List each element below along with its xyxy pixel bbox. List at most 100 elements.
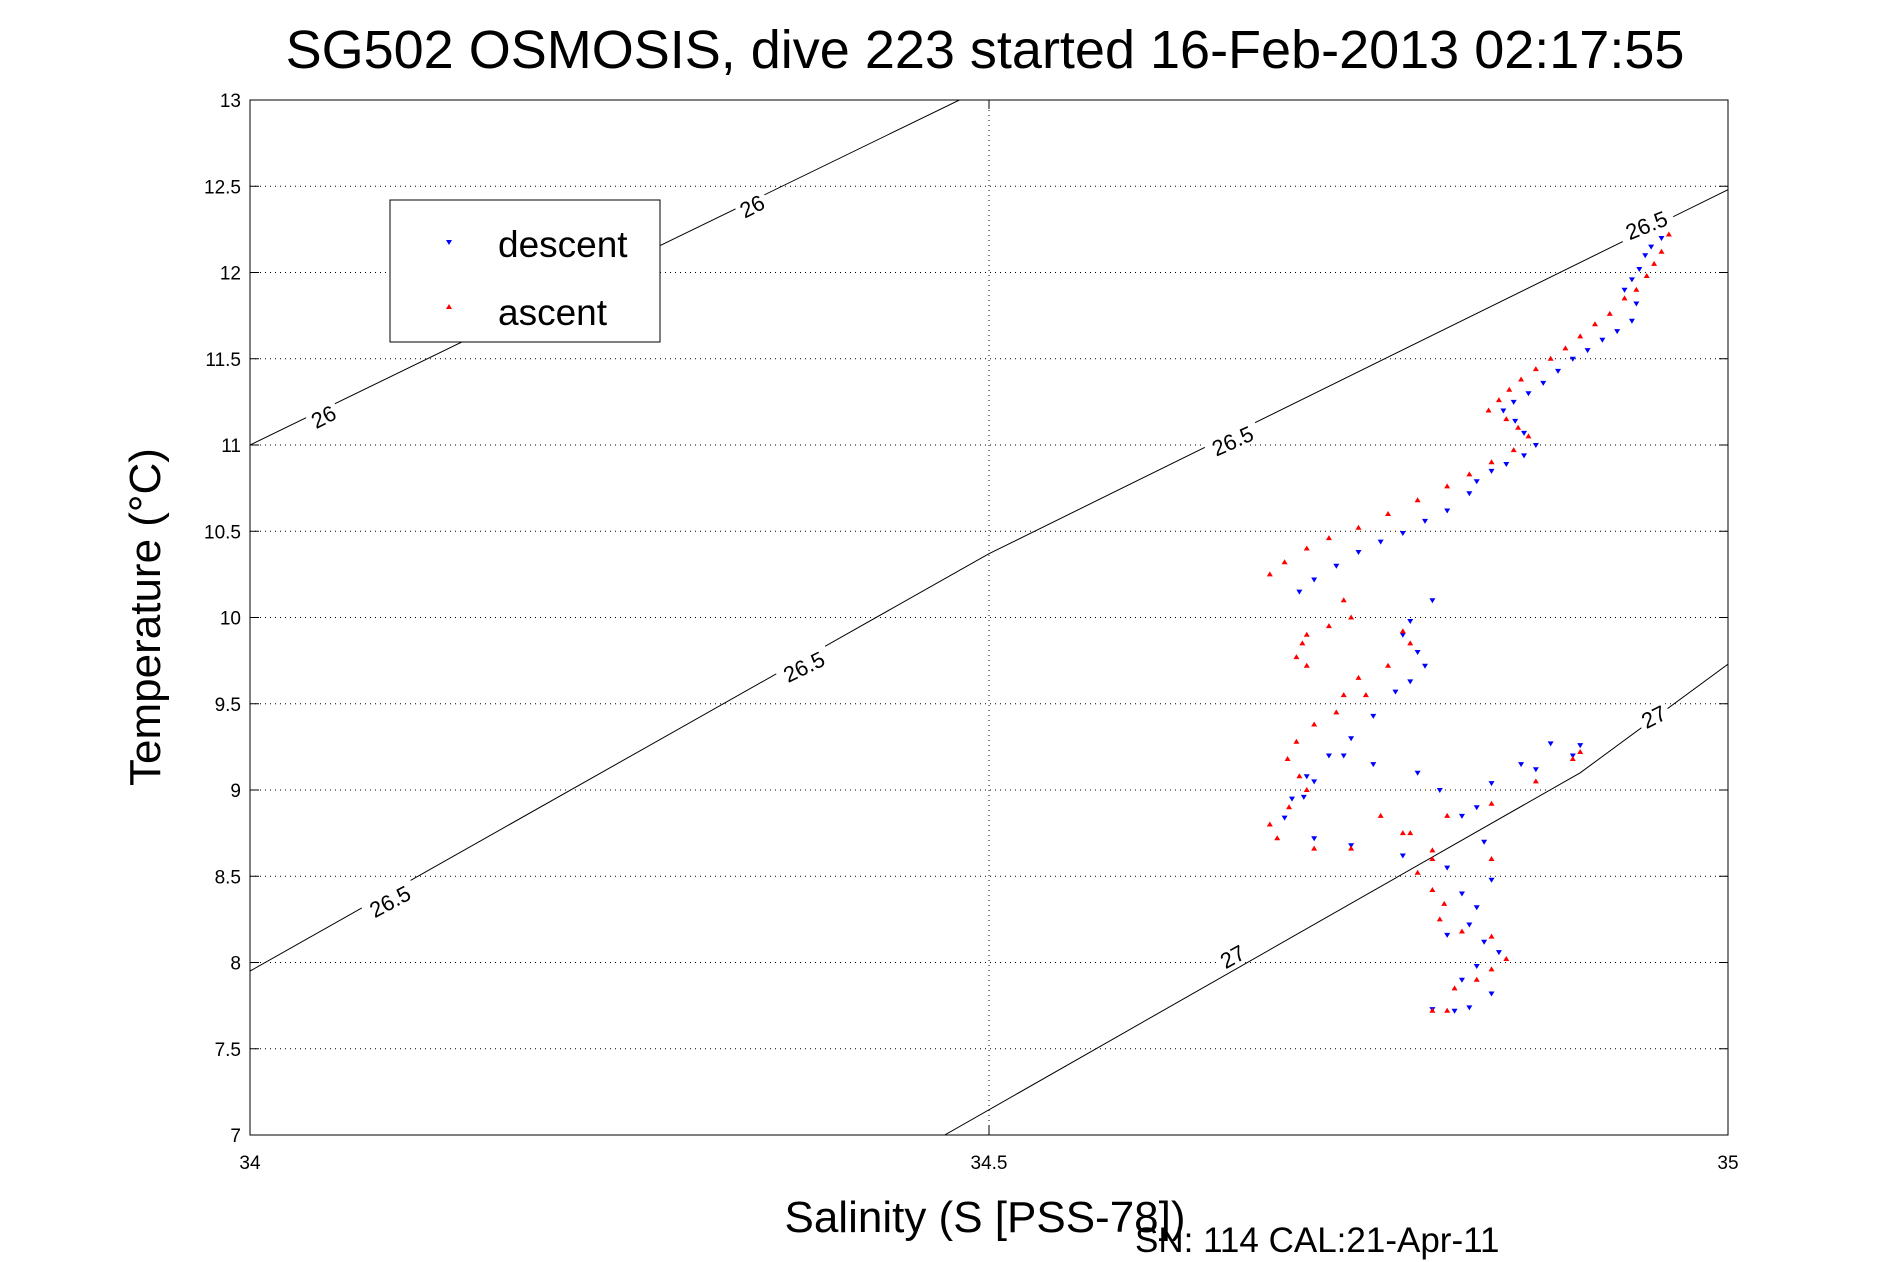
descent-point <box>1633 301 1640 307</box>
ascent-point <box>1591 321 1598 327</box>
ascent-point <box>1495 397 1502 403</box>
legend-ascent-label: ascent <box>498 292 608 333</box>
descent-point <box>1473 479 1480 485</box>
y-tick-label: 8 <box>230 954 241 975</box>
ascent-point <box>1665 231 1672 237</box>
y-axis-label: Temperature (°C) <box>121 448 170 786</box>
descent-point <box>1473 805 1480 811</box>
descent-point <box>1466 1005 1473 1011</box>
ascent-point <box>1355 674 1362 680</box>
descent-point <box>1355 549 1362 555</box>
descent-point <box>1333 563 1340 569</box>
ascent-point <box>1441 900 1448 906</box>
y-tick-label: 9 <box>230 781 241 802</box>
descent-point <box>1642 253 1649 259</box>
ascent-point <box>1429 847 1436 853</box>
descent-point <box>1444 508 1451 514</box>
ascent-point <box>1303 787 1310 792</box>
descent-point <box>1311 779 1318 785</box>
ascent-point <box>1340 692 1347 698</box>
descent-point <box>1540 380 1547 386</box>
contour-label-bg <box>1212 938 1252 973</box>
ascent-point <box>1621 295 1628 301</box>
y-tick-label: 8.5 <box>215 867 241 888</box>
contour-label-bg <box>303 398 343 433</box>
ascent-point <box>1407 640 1414 646</box>
descent-point <box>1414 650 1421 655</box>
descent-point <box>1399 632 1406 638</box>
descent-point <box>1377 539 1384 545</box>
axis-ticks: 7 7.5 8 8.5 9 9.5 10 10.5 11 11.5 12 12.5 13 34 34.5 35 <box>204 91 1739 1174</box>
ascent-point <box>1451 985 1458 991</box>
y-tick-label: 10 <box>220 609 241 630</box>
ascent-point <box>1532 366 1539 372</box>
ascent-point <box>1362 692 1369 698</box>
ascent-point <box>1488 800 1495 806</box>
descent-point <box>1621 287 1628 293</box>
ascent-point <box>1444 1007 1451 1013</box>
descent-point <box>1547 741 1554 747</box>
ascent-point <box>1296 773 1303 779</box>
ascent-point <box>1473 976 1480 982</box>
ascent-point <box>1399 628 1406 634</box>
density-contour-line <box>944 663 1728 1135</box>
ascent-point <box>1311 721 1318 727</box>
descent-point <box>1288 796 1295 802</box>
descent-point <box>1407 679 1414 685</box>
y-tick-label: 12.5 <box>204 177 241 198</box>
descent-point <box>1658 236 1665 241</box>
descent-point <box>1325 753 1332 759</box>
ascent-point <box>1643 272 1650 278</box>
descent-point <box>1628 318 1635 324</box>
contour-label-bg <box>1633 698 1673 733</box>
legend-descent-label: descent <box>498 224 628 265</box>
ascent-point <box>1407 830 1414 836</box>
descent-point <box>1510 399 1517 405</box>
ascent-point <box>1518 376 1525 382</box>
descent-point <box>1422 663 1429 669</box>
descent-point <box>1458 813 1465 819</box>
descent-point <box>1466 922 1473 928</box>
ascent-point <box>1325 623 1332 629</box>
ascent-point <box>1399 830 1406 836</box>
ascent-point <box>1532 778 1539 784</box>
ascent-point <box>1488 933 1495 939</box>
descent-point <box>1348 736 1355 742</box>
ascent-point <box>1444 812 1451 818</box>
ascent-point <box>1510 447 1517 453</box>
ascent-point <box>1525 433 1532 439</box>
contour-label-bg <box>359 877 420 924</box>
descent-point <box>1518 762 1525 768</box>
ascent-point <box>1429 856 1436 861</box>
ascent-point <box>1651 260 1658 266</box>
contour-label-bg <box>1202 418 1263 462</box>
descent-point <box>1281 815 1288 821</box>
descent-point <box>1577 743 1584 749</box>
legend-box <box>389 199 661 343</box>
descent-point <box>1458 977 1465 983</box>
descent-point <box>1407 618 1414 624</box>
ascent-point <box>1488 856 1495 861</box>
descent-point <box>1414 770 1421 776</box>
descent-point <box>1473 905 1480 911</box>
ascent-point <box>1266 821 1273 827</box>
descent-point <box>1614 329 1621 335</box>
ascent-point <box>1284 755 1291 761</box>
ascent-point <box>1355 524 1362 530</box>
ascent-point <box>1385 511 1392 516</box>
y-tick-label: 13 <box>220 91 241 112</box>
descent-point <box>1648 244 1655 250</box>
descent-point <box>1436 788 1443 793</box>
descent-point <box>1399 530 1406 536</box>
descent-point <box>1488 468 1495 474</box>
descent-point <box>1473 963 1480 969</box>
ascent-point <box>1293 654 1300 660</box>
descent-point <box>1370 713 1377 719</box>
ascent-point <box>1503 956 1510 962</box>
ascent-point <box>1281 559 1288 565</box>
ascent-point <box>1577 749 1584 755</box>
ascent-point <box>1658 248 1665 254</box>
ascent-point <box>1377 812 1384 818</box>
descent-point <box>1370 762 1377 768</box>
